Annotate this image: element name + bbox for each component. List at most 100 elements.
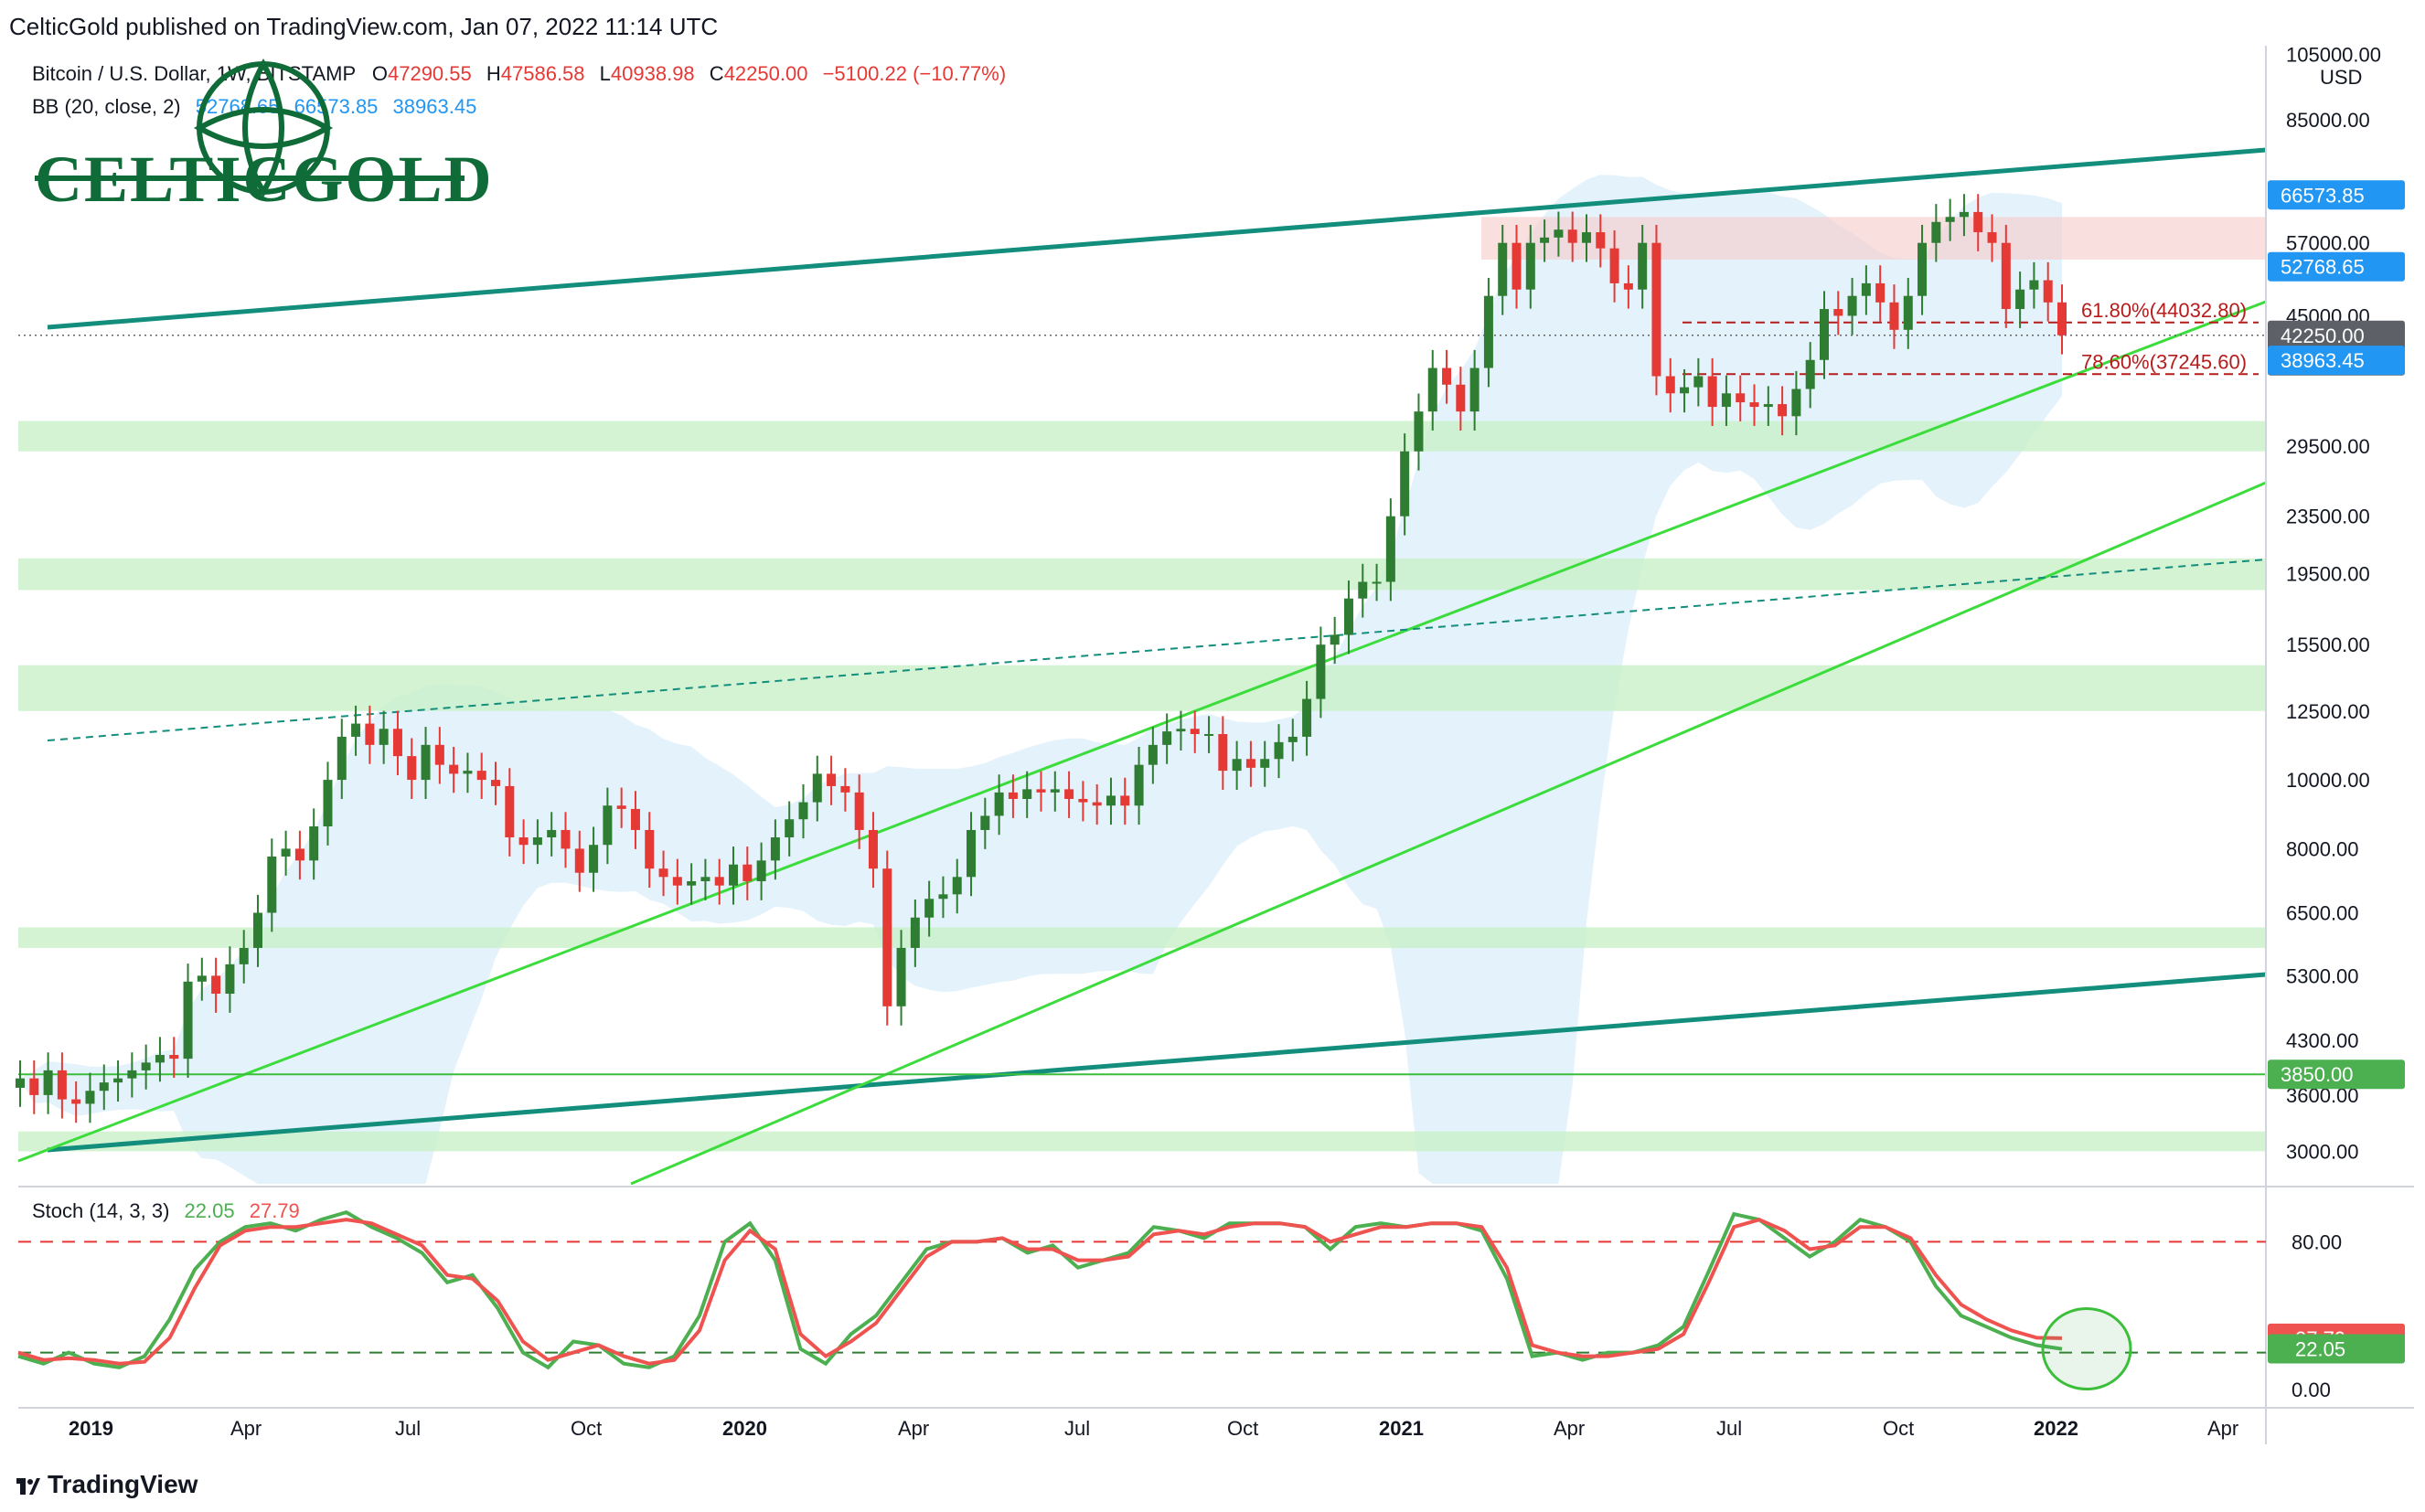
candle-body xyxy=(1693,376,1704,388)
candle-body xyxy=(672,877,682,886)
candle-body xyxy=(1680,387,1690,394)
candle-body xyxy=(980,815,990,830)
candle-body xyxy=(1665,376,1675,394)
candle-body xyxy=(491,780,501,786)
ohlc-high-label: H xyxy=(486,62,501,85)
candle-body xyxy=(1064,789,1074,799)
time-tick-label: Oct xyxy=(1883,1417,1914,1440)
price-badge-label: 3850.00 xyxy=(2281,1063,2354,1086)
stoch-badge xyxy=(2268,1334,2405,1364)
time-tick-label: 2021 xyxy=(1379,1417,1424,1440)
tradingview-text: TradingView xyxy=(48,1470,198,1498)
ohlc-close-label: C xyxy=(709,62,724,85)
stoch-tick-label: 80.00 xyxy=(2291,1230,2342,1253)
tradingview-logo[interactable]: TradingView xyxy=(16,1470,198,1499)
candle-body xyxy=(155,1055,165,1063)
candle-body xyxy=(267,856,277,913)
candle-body xyxy=(1218,734,1228,772)
candle-body xyxy=(658,868,668,878)
fib-level-label: 78.60%(37245.60) xyxy=(2081,350,2247,373)
candle-body xyxy=(2043,280,2053,303)
price-badge xyxy=(2268,1059,2405,1090)
highlight-circle xyxy=(2041,1307,2132,1391)
candle-body xyxy=(1736,393,1746,403)
candle-body xyxy=(1918,242,1928,296)
candle-body xyxy=(1414,411,1424,452)
time-tick-label: Jul xyxy=(395,1417,421,1440)
time-tick-label: Oct xyxy=(1227,1417,1258,1440)
trendline-lower-green xyxy=(630,481,2267,1186)
candle-body xyxy=(211,975,221,995)
candle-body xyxy=(1973,211,1983,233)
candle-body xyxy=(1623,282,1633,290)
support-zone xyxy=(18,665,2266,711)
candle-body xyxy=(2001,242,2011,310)
candle-body xyxy=(505,785,515,837)
time-tick-label: 2022 xyxy=(2034,1417,2078,1440)
currency-label: USD xyxy=(2320,66,2362,89)
candle-body xyxy=(1190,729,1200,735)
candle-body xyxy=(57,1070,67,1100)
publisher-caption: CelticGold published on TradingView.com,… xyxy=(9,13,719,40)
candle-body xyxy=(323,780,333,827)
candle-body xyxy=(1078,798,1088,803)
candle-body xyxy=(1316,644,1326,699)
time-tick-label: Oct xyxy=(571,1417,602,1440)
candle-body xyxy=(924,899,935,918)
candle-body xyxy=(1092,802,1102,806)
candle-body xyxy=(700,877,710,881)
candle-body xyxy=(337,736,347,781)
time-tick-label: Apr xyxy=(898,1417,929,1440)
candle-body xyxy=(645,829,655,869)
candle-body xyxy=(798,802,808,820)
price-badge-label: 66573.85 xyxy=(2281,184,2365,207)
candle-body xyxy=(589,845,599,873)
candle-body xyxy=(827,773,837,786)
candle-body xyxy=(1567,229,1577,243)
candle-body xyxy=(407,756,417,781)
candle-body xyxy=(281,848,291,857)
candle-body xyxy=(1805,359,1815,389)
time-tick-label: 2020 xyxy=(722,1417,767,1440)
stoch-legend[interactable]: Stoch (14, 3, 3) 22.05 27.79 xyxy=(32,1199,300,1223)
price-badge-label: 42250.00 xyxy=(2281,325,2365,347)
candle-body xyxy=(616,805,626,809)
candle-body xyxy=(141,1062,151,1070)
candle-body xyxy=(1861,282,1871,296)
stoch-badge-label: 22.05 xyxy=(2295,1337,2345,1360)
support-zone xyxy=(18,1131,2266,1152)
bb-legend[interactable]: BB (20, close, 2) 52768.65 66573.85 3896… xyxy=(32,95,476,119)
candle-body xyxy=(1721,393,1731,408)
price-tick-label: 85000.00 xyxy=(2286,109,2370,132)
candle-body xyxy=(351,723,361,737)
support-zone xyxy=(18,927,2266,948)
candle-body xyxy=(2057,302,2067,335)
candle-body xyxy=(868,829,878,869)
candle-body xyxy=(1875,282,1886,303)
candle-body xyxy=(967,829,977,878)
ohlc-open-label: O xyxy=(371,62,388,85)
candle-body xyxy=(463,771,473,774)
candle-body xyxy=(183,981,193,1059)
ohlc-low: 40938.98 xyxy=(610,62,695,85)
price-tick-label: 12500.00 xyxy=(2286,700,2370,723)
candle-body xyxy=(1120,795,1130,806)
candle-body xyxy=(294,848,304,861)
candle-body xyxy=(1134,764,1144,806)
candle-body xyxy=(1833,309,1843,316)
price-tick-label: 105000.00 xyxy=(2286,44,2381,67)
stoch-k-value: 22.05 xyxy=(184,1199,235,1222)
candle-body xyxy=(365,723,375,745)
candle-body xyxy=(896,947,906,1006)
candle-body xyxy=(1385,516,1395,582)
price-tick-label: 19500.00 xyxy=(2286,563,2370,586)
price-badge xyxy=(2268,346,2405,376)
candle-body xyxy=(1931,221,1941,243)
candle-body xyxy=(994,792,1004,816)
candle-body xyxy=(785,819,795,837)
candle-body xyxy=(1987,232,1997,243)
candle-body xyxy=(421,744,431,781)
candle-body xyxy=(127,1070,137,1079)
